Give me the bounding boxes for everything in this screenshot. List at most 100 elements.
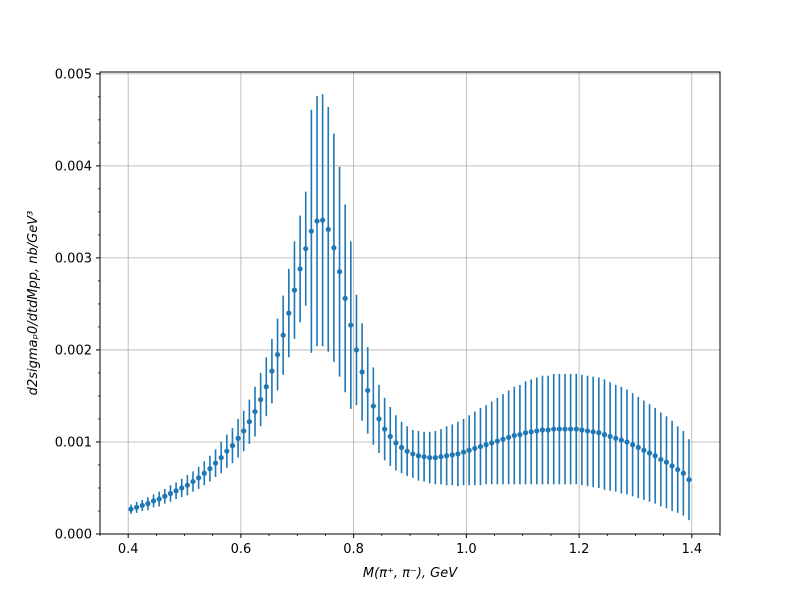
data-point [658,456,664,463]
data-point [613,435,619,441]
data-point [207,466,213,472]
data-point [145,501,151,507]
data-point [477,443,484,450]
data-point [596,430,602,436]
data-point [235,435,241,441]
data-point [393,440,399,446]
data-point [252,408,258,415]
data-point [460,449,467,455]
data-point [624,439,630,445]
data-point [573,426,579,432]
data-point [359,369,365,375]
data-point [269,368,275,374]
data-point [162,493,168,499]
data-point [534,428,540,434]
data-points [128,217,692,512]
y-tick-label: 0.000 [55,528,92,543]
data-point [545,427,551,433]
data-point [601,432,608,438]
data-point [398,444,405,451]
data-point [607,433,613,440]
data-point [438,454,444,460]
data-point [500,436,506,442]
data-point [562,426,568,432]
data-point [680,470,686,476]
data-point [179,485,185,491]
data-point [663,459,670,465]
data-point [370,403,376,409]
data-point [258,397,264,403]
data-point [641,447,647,453]
data-point [280,332,286,338]
data-point [348,322,354,328]
data-point [421,454,427,460]
data-point [432,455,438,461]
data-point [630,442,636,448]
data-point [134,504,140,510]
data-point [201,470,207,476]
data-point [263,384,269,390]
data-point [286,310,292,316]
data-point [246,419,252,425]
data-point [506,434,512,440]
data-point [528,429,534,435]
x-tick-label: 1.2 [569,542,590,557]
y-tick-label: 0.003 [55,251,92,266]
y-tick-label: 0.005 [55,67,92,82]
data-point [139,502,145,509]
data-point [156,496,162,502]
y-tick-label: 0.002 [55,343,92,358]
x-tick-label: 1.0 [456,542,477,557]
data-point [365,387,371,394]
data-point [128,506,134,512]
data-point [150,498,157,504]
y-axis-label: d2sigmaₚ0/dtdMpp, nb/GeV³ [26,211,41,396]
data-point [173,488,179,494]
data-point [517,432,523,438]
data-point [297,266,303,272]
data-point [404,448,410,454]
data-point [427,455,433,461]
data-point [190,478,196,485]
data-point [274,351,281,358]
data-point [472,445,478,452]
data-point [415,453,422,459]
data-point [229,443,236,449]
x-tick-label: 0.6 [231,542,252,557]
y-tick-label: 0.004 [55,159,92,174]
data-point [618,437,624,443]
data-point [686,477,692,483]
data-point [646,450,653,456]
data-point [675,466,681,473]
data-point [579,427,585,433]
data-point [196,475,202,481]
data-point [449,452,455,458]
data-point [303,246,309,252]
data-point [212,460,219,466]
data-point [590,429,596,435]
data-point [218,455,224,461]
data-point [167,490,174,497]
data-point [308,228,314,234]
data-point [539,427,546,433]
data-point [551,426,557,432]
data-point [376,416,382,422]
data-point [568,426,574,432]
data-point [511,432,517,439]
data-point [382,426,388,432]
data-point [241,428,247,434]
data-point [184,482,190,488]
error-bars [130,94,690,521]
y-tick-label: 0.001 [55,435,92,450]
data-point [489,440,495,446]
data-point [291,287,298,293]
x-axis-label: M(π⁺, π⁻), GeV [363,566,458,581]
x-tick-label: 1.4 [681,542,702,557]
ticks: 0.4 0.6 0.8 1.0 1.2 1.4 0.000 0.001 0.002 0.003 0.… [55,67,721,557]
data-point [314,218,320,224]
data-point [494,438,500,444]
data-point [652,453,658,459]
data-point [483,442,489,448]
